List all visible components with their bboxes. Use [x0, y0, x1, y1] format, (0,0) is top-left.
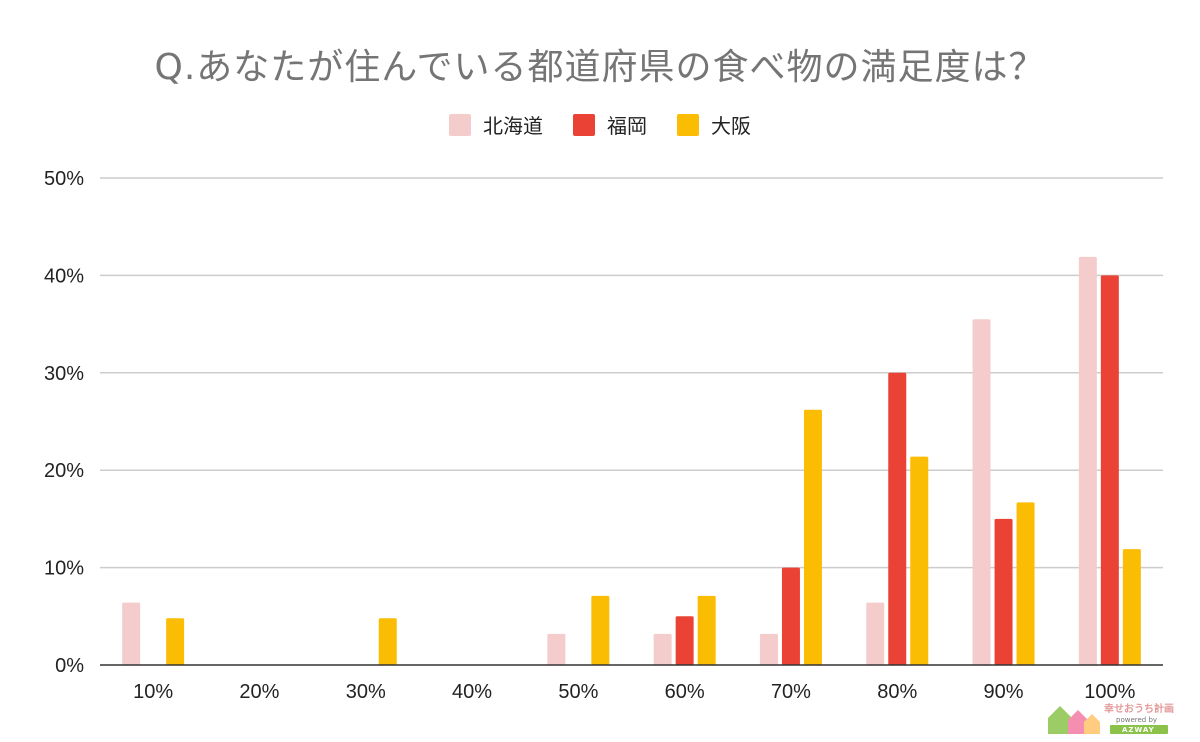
bar-0-5: [653, 633, 672, 665]
bar-1-7: [888, 372, 907, 665]
legend-swatch-hokkaido: [449, 113, 471, 136]
y-tick-label: 40%: [44, 265, 84, 287]
watermark-azway: AZWAY: [1122, 726, 1155, 734]
bar-2-2: [378, 618, 397, 665]
x-tick-label: 90%: [984, 681, 1024, 703]
watermark-logo: 幸せおうち計画 powered by AZWAY: [1048, 702, 1174, 734]
bar-0-7: [866, 602, 885, 665]
watermark-brand: 幸せおうち計画: [1104, 702, 1174, 715]
bar-2-0: [166, 618, 185, 665]
y-tick-label: 0%: [55, 655, 84, 677]
legend-swatch-fukuoka: [573, 113, 595, 136]
bar-2-9: [1122, 549, 1141, 665]
legend-label-fukuoka: 福岡: [607, 114, 647, 138]
legend-swatch-osaka: [677, 113, 699, 136]
legend-label-osaka: 大阪: [711, 114, 751, 138]
bar-2-6: [803, 409, 822, 665]
bar-2-7: [910, 456, 929, 665]
bar-2-5: [697, 595, 716, 665]
bar-1-6: [781, 567, 800, 665]
x-tick-label: 40%: [452, 681, 492, 703]
bar-1-8: [994, 518, 1013, 665]
watermark-powered: powered by: [1116, 716, 1157, 724]
x-tick-label: 10%: [133, 681, 173, 703]
legend: 北海道 福岡 大阪: [0, 110, 1200, 139]
y-tick-label: 10%: [44, 558, 84, 580]
bar-1-5: [675, 616, 694, 665]
bar-2-8: [1016, 502, 1035, 665]
x-tick-label: 20%: [239, 681, 279, 703]
x-tick-label: 80%: [877, 681, 917, 703]
chart-title: Q.あなたが住んでいる都道府県の食べ物の満足度は？: [154, 47, 1046, 88]
legend-item-hokkaido: 北海道: [449, 110, 543, 139]
watermark-badge: [1110, 725, 1168, 734]
bar-0-4: [547, 633, 566, 665]
legend-item-osaka: 大阪: [677, 110, 751, 139]
x-tick-label: 70%: [771, 681, 811, 703]
bar-0-0: [122, 602, 141, 665]
bar-0-6: [759, 633, 778, 665]
legend-item-fukuoka: 福岡: [573, 110, 647, 139]
bar-1-9: [1100, 275, 1119, 665]
x-tick-label: 100%: [1084, 681, 1135, 703]
bar-0-9: [1078, 256, 1097, 665]
y-tick-label: 20%: [44, 460, 84, 482]
x-tick-label: 50%: [558, 681, 598, 703]
bar-0-8: [972, 319, 991, 665]
bar-2-4: [591, 595, 610, 665]
legend-label-hokkaido: 北海道: [483, 114, 543, 138]
y-tick-label: 30%: [44, 363, 84, 385]
x-tick-label: 60%: [665, 681, 705, 703]
x-tick-label: 30%: [346, 681, 386, 703]
y-tick-label: 50%: [44, 168, 84, 190]
house-icon: [1048, 706, 1100, 734]
